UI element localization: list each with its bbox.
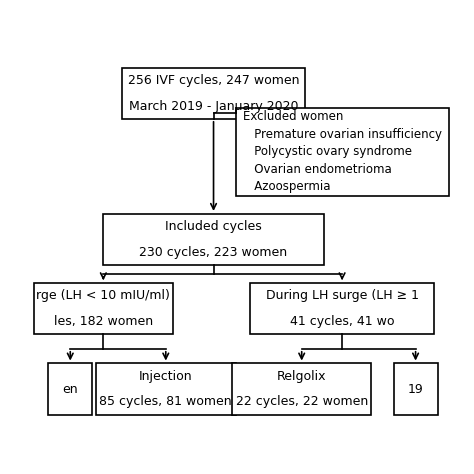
Text: Premature ovarian insufficiency: Premature ovarian insufficiency <box>243 128 442 141</box>
Text: rge (LH < 10 mIU/ml): rge (LH < 10 mIU/ml) <box>36 290 170 302</box>
FancyBboxPatch shape <box>48 364 92 415</box>
FancyBboxPatch shape <box>122 68 305 119</box>
FancyBboxPatch shape <box>250 283 434 334</box>
Text: Ovarian endometrioma: Ovarian endometrioma <box>243 163 392 176</box>
Text: 256 IVF cycles, 247 women: 256 IVF cycles, 247 women <box>128 74 299 87</box>
FancyBboxPatch shape <box>103 214 324 265</box>
Text: les, 182 women: les, 182 women <box>54 315 153 328</box>
Text: Polycystic ovary syndrome: Polycystic ovary syndrome <box>243 145 412 158</box>
Text: During LH surge (LH ≥ 1: During LH surge (LH ≥ 1 <box>265 290 419 302</box>
Text: Azoospermia: Azoospermia <box>243 180 330 193</box>
Text: Excluded women: Excluded women <box>243 110 343 123</box>
FancyBboxPatch shape <box>96 364 236 415</box>
Text: 85 cycles, 81 women: 85 cycles, 81 women <box>100 395 232 408</box>
Text: Relgolix: Relgolix <box>277 370 327 383</box>
FancyBboxPatch shape <box>34 283 173 334</box>
Text: 230 cycles, 223 women: 230 cycles, 223 women <box>139 246 288 259</box>
Text: March 2019 - January 2020: March 2019 - January 2020 <box>129 100 298 113</box>
Text: en: en <box>63 383 78 395</box>
FancyBboxPatch shape <box>232 364 372 415</box>
Text: 41 cycles, 41 wo: 41 cycles, 41 wo <box>290 315 394 328</box>
Text: 19: 19 <box>408 383 423 395</box>
FancyBboxPatch shape <box>393 364 438 415</box>
Text: 22 cycles, 22 women: 22 cycles, 22 women <box>236 395 368 408</box>
FancyBboxPatch shape <box>236 108 448 196</box>
Text: Injection: Injection <box>139 370 192 383</box>
Text: Included cycles: Included cycles <box>165 220 262 233</box>
